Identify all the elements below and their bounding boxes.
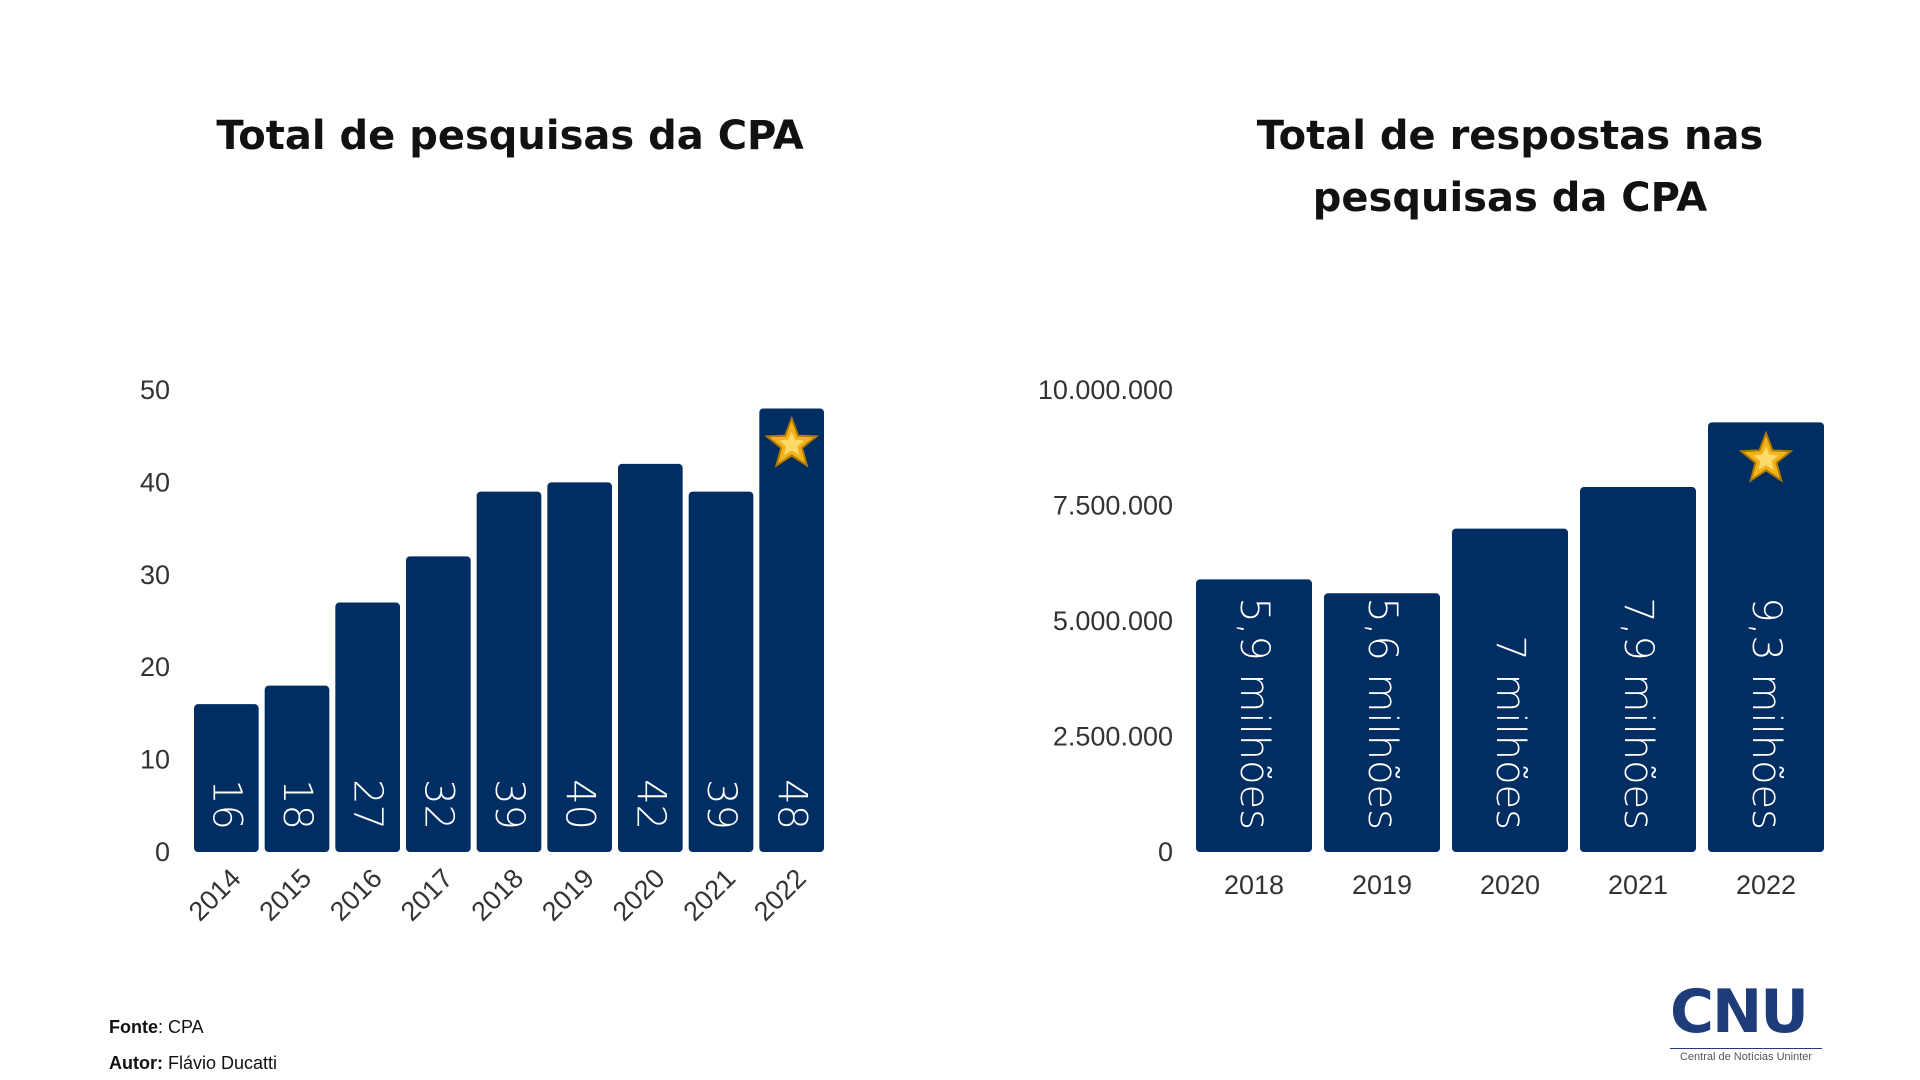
bar-2015 [264, 685, 330, 852]
bar-2018 [1196, 579, 1312, 852]
y-tick-label: 10 [140, 745, 170, 775]
right-chart-title: Total de respostas nas pesquisas da CPA [1256, 113, 1764, 221]
author-label: Autor: [109, 1053, 163, 1073]
left-chart-title: Total de pesquisas da CPA [216, 113, 804, 159]
data-label: 40 [557, 779, 603, 830]
bar-2020 [618, 463, 683, 852]
star-icon [764, 415, 820, 468]
logo-subtitle: Central de Notícias Uninter [1670, 1048, 1822, 1063]
bar-2016 [335, 602, 400, 852]
star-icon [1738, 430, 1794, 483]
author-value: Flávio Ducatti [162, 1053, 278, 1073]
responses-bar-chart: 0 2.500.000 5.000.000 7.500.000 10.000.000 5,… [1038, 375, 1824, 900]
data-label: 9,3 milhões [1743, 597, 1789, 830]
data-label: 39 [698, 779, 744, 830]
x-tick-label: 2019 [1352, 870, 1412, 900]
y-tick-label: 30 [140, 560, 170, 590]
bar-2017 [406, 556, 471, 852]
y-tick-label: 40 [140, 467, 170, 497]
y-tick-label: 0 [155, 837, 170, 867]
x-tick-label: 2022 [1736, 870, 1796, 900]
y-tick-label: 7.500.000 [1053, 491, 1173, 521]
bar-2022 [759, 408, 824, 852]
author-note: Autor: Flávio Ducatti [109, 1053, 277, 1074]
y-tick-label: 5.000.000 [1053, 606, 1173, 636]
source-value: : CPA [158, 1017, 204, 1037]
data-label: 32 [415, 779, 461, 830]
y-tick-label: 50 [140, 375, 170, 405]
data-label: 48 [769, 779, 815, 830]
data-label: 5,6 milhões [1359, 597, 1405, 830]
data-label: 7,9 milhões [1615, 597, 1661, 830]
y-tick-label: 20 [140, 652, 170, 682]
x-tick-label: 2021 [1608, 870, 1668, 900]
cnu-logo: CNU Central de Notícias Uninter [1670, 980, 1830, 1072]
data-label: 42 [627, 779, 673, 830]
data-label: 27 [345, 779, 391, 830]
x-tick-label: 2018 [1224, 870, 1284, 900]
data-label: 16 [203, 779, 249, 830]
logo-letters: CNU [1670, 977, 1809, 1047]
bar-2019 [547, 482, 612, 852]
y-tick-label: 10.000.000 [1038, 375, 1173, 405]
bar-2020 [1452, 528, 1568, 852]
bar-2021 [688, 491, 754, 852]
surveys-bar-chart: 0102030405016201418201527201632201739201… [140, 375, 824, 927]
bar-2022 [1708, 422, 1824, 852]
bar-2014 [194, 704, 259, 852]
data-label: 5,9 milhões [1231, 597, 1277, 830]
y-tick-label: 0 [1158, 837, 1173, 867]
x-tick-label: 2020 [1480, 870, 1540, 900]
bar-2021 [1580, 487, 1696, 852]
data-label: 39 [486, 779, 532, 830]
bar-2019 [1324, 593, 1440, 852]
data-label: 7 milhões [1487, 635, 1533, 830]
source-note: Fonte: CPA [109, 1017, 204, 1038]
data-label: 18 [274, 779, 320, 830]
y-tick-label: 2.500.000 [1053, 722, 1173, 752]
source-label: Fonte [109, 1017, 158, 1037]
bar-2018 [476, 491, 542, 852]
